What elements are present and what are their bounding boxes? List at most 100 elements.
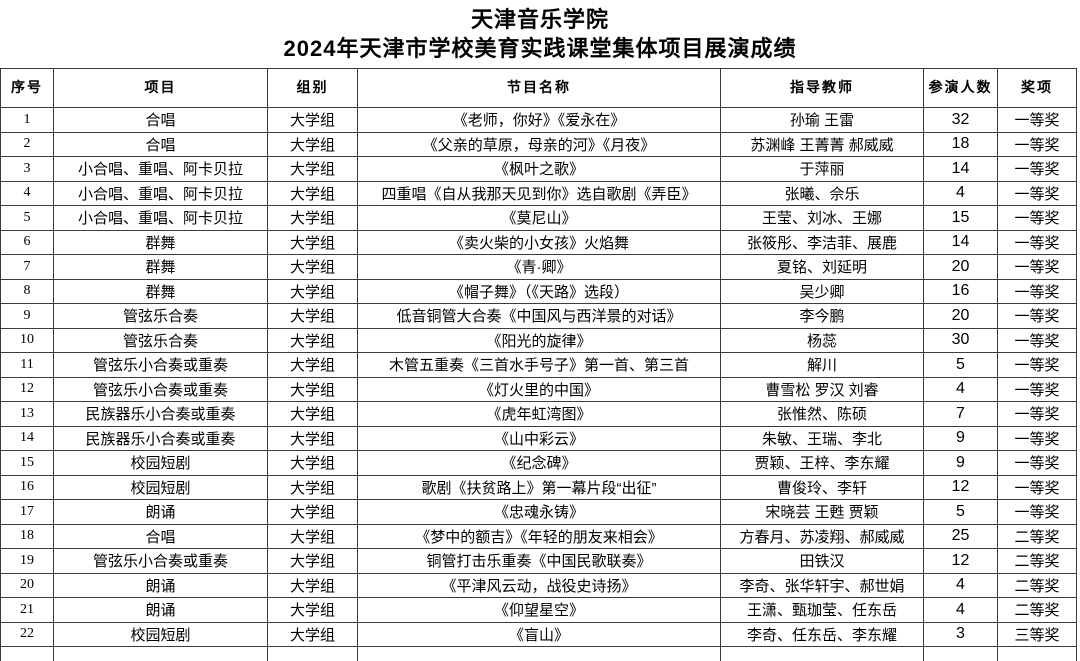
cell-group: 大学组 bbox=[267, 376, 358, 402]
cell-teachers: 朱敏、王瑞、李北 bbox=[720, 425, 924, 451]
cell-group: 大学组 bbox=[267, 572, 358, 598]
column-header-project: 项目 bbox=[53, 68, 268, 108]
cell-award: 一等奖 bbox=[997, 401, 1077, 427]
cell-teachers: 方春月、苏凌翔、郝威威 bbox=[720, 523, 924, 549]
table-row: 10 管弦乐合奏 大学组 《阳光的旋律》 杨蕊 30 一等奖 bbox=[0, 327, 1077, 353]
cell-no: 3 bbox=[0, 156, 54, 182]
cell-performers: 3 bbox=[923, 621, 998, 647]
cell-teachers: 李奇、张华轩宇、郝世娟 bbox=[720, 572, 924, 598]
cell-performers: 20 bbox=[923, 303, 998, 329]
cell-group: 大学组 bbox=[267, 523, 358, 549]
cell-award: 一等奖 bbox=[997, 278, 1077, 304]
table-row: 18 合唱 大学组 《梦中的额吉》《年轻的朋友来相会》 方春月、苏凌翔、郝威威 25 二等奖 bbox=[0, 523, 1077, 549]
cell-program: 《枫叶之歌》 bbox=[357, 156, 721, 182]
cell-program: 《父亲的草原，母亲的河》《月夜》 bbox=[357, 131, 721, 157]
table-row: 4 小合唱、重唱、阿卡贝拉 大学组 四重唱《自从我那天见到你》选自歌剧《弄臣》 张曦、佘… bbox=[0, 180, 1077, 206]
cell-project: 小合唱、重唱、阿卡贝拉 bbox=[53, 156, 268, 182]
cell-program: 歌剧《扶贫路上》第一幕片段“出征” bbox=[357, 474, 721, 500]
cell-group: 大学组 bbox=[267, 352, 358, 378]
empty-cell bbox=[997, 646, 1077, 661]
column-header-award: 奖项 bbox=[997, 68, 1077, 108]
cell-program: 《盲山》 bbox=[357, 621, 721, 647]
cell-teachers: 苏渊峰 王菁菁 郝威威 bbox=[720, 131, 924, 157]
cell-group: 大学组 bbox=[267, 548, 358, 574]
cell-teachers: 田铁汉 bbox=[720, 548, 924, 574]
cell-project: 合唱 bbox=[53, 131, 268, 157]
document-title: 天津音乐学院 2024年天津市学校美育实践课堂集体项目展演成绩 bbox=[0, 0, 1080, 68]
cell-performers: 4 bbox=[923, 376, 998, 402]
empty-cell bbox=[923, 646, 998, 661]
cell-performers: 4 bbox=[923, 572, 998, 598]
cell-no: 10 bbox=[0, 327, 54, 353]
cell-performers: 5 bbox=[923, 352, 998, 378]
cell-teachers: 张惟然、陈硕 bbox=[720, 401, 924, 427]
cell-project: 民族器乐小合奏或重奏 bbox=[53, 401, 268, 427]
cell-group: 大学组 bbox=[267, 597, 358, 623]
cell-teachers: 王潇、甄珈莹、任东岳 bbox=[720, 597, 924, 623]
cell-award: 一等奖 bbox=[997, 107, 1077, 133]
cell-program: 四重唱《自从我那天见到你》选自歌剧《弄臣》 bbox=[357, 180, 721, 206]
cell-teachers: 吴少卿 bbox=[720, 278, 924, 304]
title-institution: 天津音乐学院 bbox=[470, 7, 609, 32]
cell-teachers: 孙瑜 王雷 bbox=[720, 107, 924, 133]
cell-no: 22 bbox=[0, 621, 54, 647]
cell-performers: 12 bbox=[923, 474, 998, 500]
cell-award: 一等奖 bbox=[997, 303, 1077, 329]
cell-project: 管弦乐小合奏或重奏 bbox=[53, 548, 268, 574]
table-row: 7 群舞 大学组 《青·卿》 夏铭、刘延明 20 一等奖 bbox=[0, 254, 1077, 280]
cell-award: 一等奖 bbox=[997, 327, 1077, 353]
empty-cell bbox=[267, 646, 358, 661]
cell-group: 大学组 bbox=[267, 474, 358, 500]
cell-group: 大学组 bbox=[267, 180, 358, 206]
cell-teachers: 解川 bbox=[720, 352, 924, 378]
table-row: 9 管弦乐合奏 大学组 低音铜管大合奏《中国风与西洋景的对话》 李今鹏 20 一等奖 bbox=[0, 303, 1077, 329]
table-row: 14 民族器乐小合奏或重奏 大学组 《山中彩云》 朱敏、王瑞、李北 9 一等奖 bbox=[0, 425, 1077, 451]
column-header-no: 序号 bbox=[0, 68, 54, 108]
title-event: 2024年天津市学校美育实践课堂集体项目展演成绩 bbox=[283, 36, 797, 61]
cell-award: 一等奖 bbox=[997, 229, 1077, 255]
cell-teachers: 张筱彤、李洁菲、展鹿 bbox=[720, 229, 924, 255]
partial-row bbox=[0, 646, 1077, 661]
cell-project: 校园短剧 bbox=[53, 621, 268, 647]
cell-performers: 12 bbox=[923, 548, 998, 574]
cell-program: 《仰望星空》 bbox=[357, 597, 721, 623]
cell-project: 合唱 bbox=[53, 107, 268, 133]
cell-program: 《纪念碑》 bbox=[357, 450, 721, 476]
cell-teachers: 张曦、佘乐 bbox=[720, 180, 924, 206]
cell-no: 17 bbox=[0, 499, 54, 525]
cell-no: 13 bbox=[0, 401, 54, 427]
cell-project: 校园短剧 bbox=[53, 450, 268, 476]
cell-program: 《卖火柴的小女孩》火焰舞 bbox=[357, 229, 721, 255]
cell-program: 《虎年虹湾图》 bbox=[357, 401, 721, 427]
cell-no: 5 bbox=[0, 205, 54, 231]
cell-performers: 30 bbox=[923, 327, 998, 353]
cell-project: 校园短剧 bbox=[53, 474, 268, 500]
cell-performers: 18 bbox=[923, 131, 998, 157]
cell-program: 铜管打击乐重奏《中国民歌联奏》 bbox=[357, 548, 721, 574]
cell-group: 大学组 bbox=[267, 425, 358, 451]
cell-performers: 25 bbox=[923, 523, 998, 549]
cell-teachers: 王莹、刘冰、王娜 bbox=[720, 205, 924, 231]
cell-award: 一等奖 bbox=[997, 156, 1077, 182]
cell-project: 朗诵 bbox=[53, 499, 268, 525]
cell-performers: 32 bbox=[923, 107, 998, 133]
cell-program: 《忠魂永铸》 bbox=[357, 499, 721, 525]
cell-performers: 16 bbox=[923, 278, 998, 304]
cell-award: 一等奖 bbox=[997, 474, 1077, 500]
cell-award: 一等奖 bbox=[997, 352, 1077, 378]
cell-program: 《帽子舞》（《天路》选段） bbox=[357, 278, 721, 304]
cell-group: 大学组 bbox=[267, 303, 358, 329]
cell-performers: 9 bbox=[923, 425, 998, 451]
cell-program: 《灯火里的中国》 bbox=[357, 376, 721, 402]
cell-no: 19 bbox=[0, 548, 54, 574]
table-row: 19 管弦乐小合奏或重奏 大学组 铜管打击乐重奏《中国民歌联奏》 田铁汉 12 二等奖 bbox=[0, 548, 1077, 574]
table-row: 8 群舞 大学组 《帽子舞》（《天路》选段） 吴少卿 16 一等奖 bbox=[0, 278, 1077, 304]
cell-teachers: 于萍丽 bbox=[720, 156, 924, 182]
cell-project: 小合唱、重唱、阿卡贝拉 bbox=[53, 180, 268, 206]
cell-program: 《平津风云动，战役史诗扬》 bbox=[357, 572, 721, 598]
cell-no: 21 bbox=[0, 597, 54, 623]
cell-group: 大学组 bbox=[267, 205, 358, 231]
cell-program: 《青·卿》 bbox=[357, 254, 721, 280]
cell-performers: 14 bbox=[923, 156, 998, 182]
cell-teachers: 曹俊玲、李轩 bbox=[720, 474, 924, 500]
